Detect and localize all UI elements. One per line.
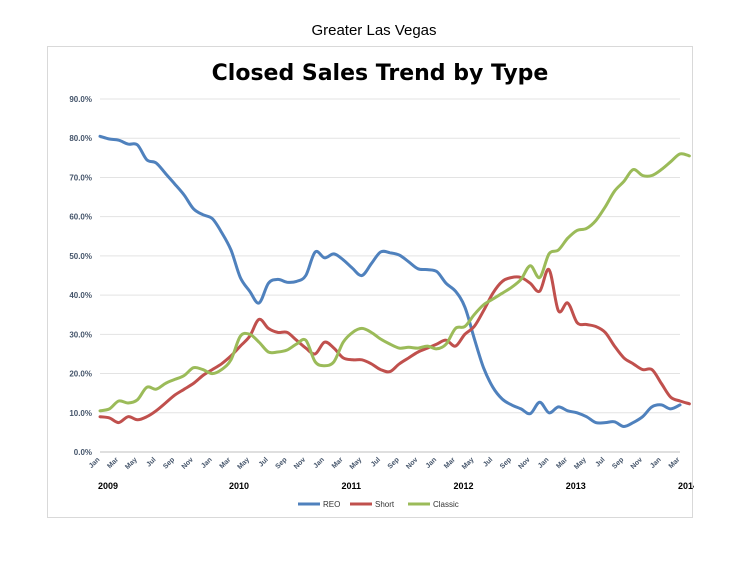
series-lines [98,134,691,428]
x-tick-label: Nov [517,456,531,470]
x-tick-label: Nov [405,456,419,470]
x-tick-label: Jul [258,456,270,468]
series-line-short [98,267,691,425]
legend-label-classic: Classic [433,500,459,509]
y-tick-label: 80.0% [69,134,92,143]
x-tick-label: May [461,456,476,471]
y-tick-label: 50.0% [69,252,92,261]
year-label: 2009 [98,481,118,491]
x-tick-label: Sep [611,456,625,470]
y-tick-label: 70.0% [69,173,92,182]
chart-frame: Closed Sales Trend by Type 0.0% 10.0% 20.0… [47,46,694,518]
x-tick-label: Jul [145,456,157,468]
page-title: Greater Las Vegas [311,22,437,39]
x-tick-label: Mar [668,456,682,470]
x-tick-label: Jul [482,456,494,468]
x-tick-label: Jan [425,456,438,469]
x-tick-label: Jul [370,456,382,468]
y-tick-label: 10.0% [69,409,92,418]
x-tick-label: Sep [274,456,288,470]
x-tick-label: Jul [594,456,606,468]
chart-title: Closed Sales Trend by Type [212,61,549,86]
year-label: 2013 [566,481,586,491]
x-tick-label: Jan [537,456,550,469]
x-tick-label: Jan [649,456,662,469]
x-tick-label: Mar [219,456,233,470]
y-tick-label: 90.0% [69,95,92,104]
legend-label-reo: REO [323,500,340,509]
year-labels: 2009 2010 2011 2012 2013 2014 [98,481,694,491]
series-line-reo [98,134,682,428]
y-tick-label: 20.0% [69,370,92,379]
x-tick-label: Mar [106,456,120,470]
year-label: 2010 [229,481,249,491]
x-tick-label: Nov [181,456,195,470]
x-tick-label: May [124,456,139,471]
x-tick-label: May [349,456,364,471]
grid-lines [100,98,680,453]
y-tick-label: 30.0% [69,330,92,339]
x-tick-label: Nov [630,456,644,470]
x-tick-label: Jan [312,456,325,469]
x-tick-label: Mar [555,456,569,470]
x-tick-label: Mar [443,456,457,470]
x-tick-label: Jan [88,456,101,469]
y-axis-labels: 0.0% 10.0% 20.0% 30.0% 40.0% 50.0% 60.0% 70.0% 8… [69,95,92,457]
series-line-classic [98,152,691,413]
x-axis-labels: Jan Mar May Jul Sep Nov Jan Mar May Jul Sep Nov Jan M… [88,456,682,471]
year-label: 2012 [453,481,473,491]
legend: REO Short Classic [298,500,459,509]
y-tick-label: 60.0% [69,213,92,222]
legend-label-short: Short [375,500,395,509]
y-tick-label: 0.0% [74,448,92,457]
year-label: 2011 [341,481,361,491]
x-tick-label: Nov [293,456,307,470]
y-tick-label: 40.0% [69,291,92,300]
x-tick-label: Jan [200,456,213,469]
line-chart: Closed Sales Trend by Type 0.0% 10.0% 20.0… [69,61,694,509]
year-label: 2014 [678,481,694,491]
x-tick-label: May [573,456,588,471]
x-tick-label: Mar [331,456,345,470]
x-tick-label: May [237,456,252,471]
x-tick-label: Sep [387,456,401,470]
x-tick-label: Sep [162,456,176,470]
x-tick-label: Sep [499,456,513,470]
